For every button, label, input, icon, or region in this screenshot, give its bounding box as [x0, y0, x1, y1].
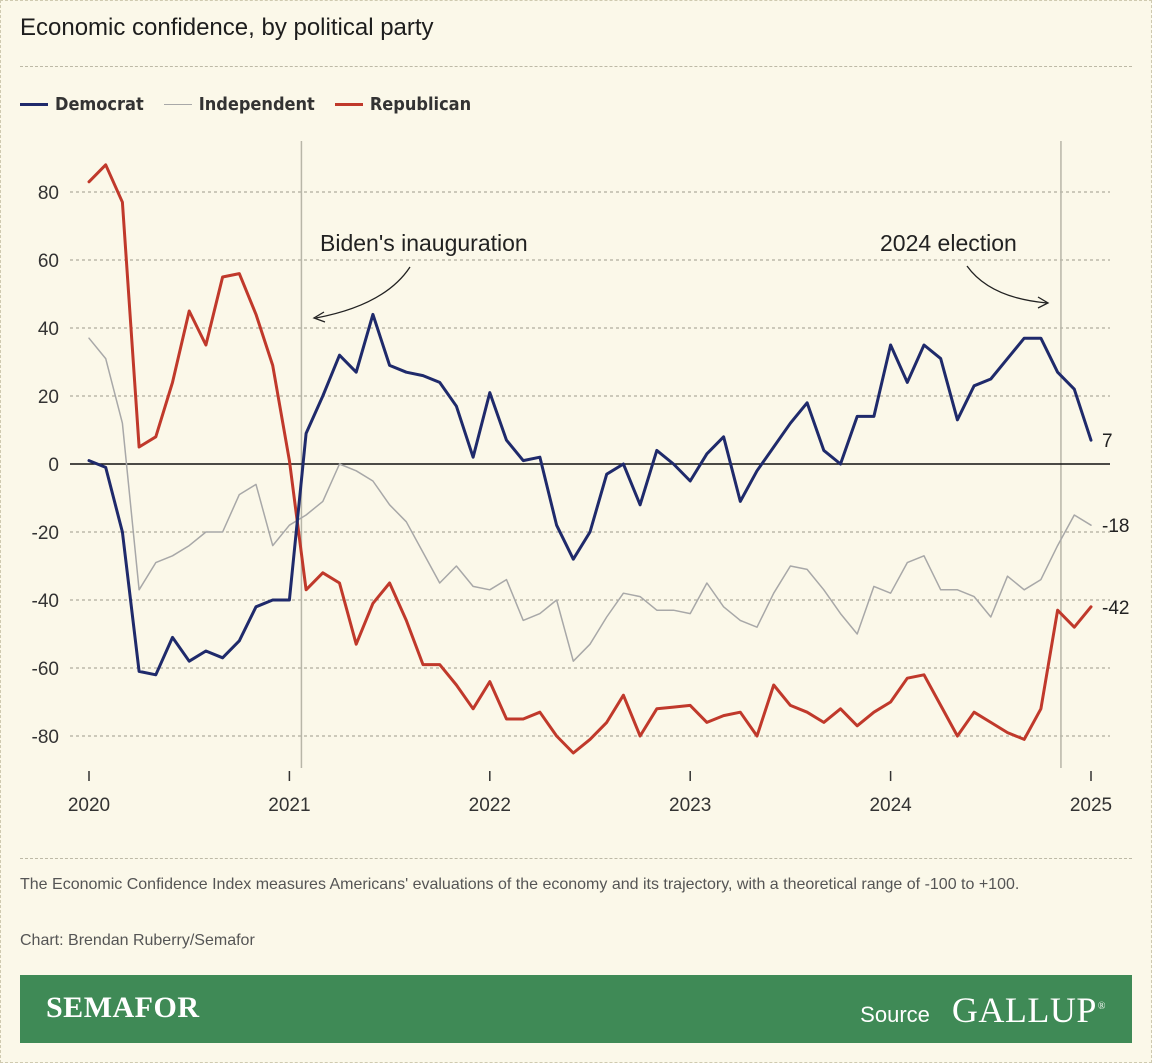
y-tick-label: -40 — [32, 591, 59, 612]
source-attribution: Source GALLUP® — [860, 989, 1106, 1031]
legend: Democrat Independent Republican — [20, 92, 471, 116]
y-tick-label: 80 — [38, 183, 59, 204]
y-tick-label: -80 — [32, 727, 59, 748]
x-tick-label: 2022 — [469, 795, 511, 816]
legend-swatch-republican — [334, 102, 363, 106]
chart-credit: Chart: Brendan Ruberry/Semafor — [20, 932, 255, 949]
legend-item-independent: Independent — [163, 93, 315, 115]
x-tick-label: 2024 — [869, 795, 912, 816]
legend-swatch-democrat — [20, 102, 48, 106]
legend-item-republican: Republican — [334, 93, 472, 115]
legend-label-independent: Independent — [198, 93, 315, 115]
line-chart: 80 60 40 20 0 -20 -40 -60 -80 2020 2021 2022 2023 202… — [32, 141, 1129, 816]
gallup-logo-text: GALLUP — [951, 990, 1097, 1030]
y-tick-label: 0 — [48, 455, 59, 476]
y-tick-label: 40 — [38, 319, 59, 340]
footer-divider — [20, 858, 1132, 859]
y-tick-label: 20 — [38, 387, 59, 408]
annotation-arrow — [966, 265, 1048, 304]
y-tick-label: -60 — [32, 659, 59, 680]
annotation-arrowhead — [1037, 296, 1050, 309]
legend-label-republican: Republican — [369, 93, 472, 115]
annotation-arrow — [315, 266, 411, 319]
x-tick-label: 2025 — [1070, 795, 1112, 816]
y-tick-label: 60 — [38, 251, 59, 272]
series-line-independent — [88, 337, 1092, 662]
series-line-democrat — [87, 312, 1093, 677]
end-label-republican: -42 — [1102, 598, 1129, 619]
series-line-republican — [87, 163, 1093, 755]
legend-swatch-independent — [163, 103, 192, 105]
source-label: Source — [860, 1002, 930, 1027]
gallup-logo[interactable]: GALLUP® — [952, 989, 1106, 1031]
x-tick-label: 2021 — [268, 795, 310, 816]
y-tick-label: -20 — [32, 523, 59, 544]
x-tick-label: 2020 — [68, 795, 110, 816]
chart-title: Economic confidence, by political party — [20, 14, 434, 41]
end-label-democrat: 7 — [1102, 431, 1113, 452]
semafor-logo[interactable]: SEMAFOR — [46, 991, 200, 1024]
chart-note: The Economic Confidence Index measures A… — [20, 876, 1020, 893]
legend-item-democrat: Democrat — [20, 94, 144, 115]
footer-bar: SEMAFOR Source GALLUP® — [20, 975, 1132, 1043]
x-tick-label: 2023 — [669, 795, 711, 816]
annotation-2024-election: 2024 election — [880, 230, 1017, 256]
legend-label-democrat: Democrat — [55, 93, 144, 115]
annotation-arrowhead — [312, 311, 326, 323]
end-label-independent: -18 — [1102, 516, 1129, 537]
annotation-biden-inauguration: Biden's inauguration — [320, 230, 528, 256]
title-divider — [20, 66, 1132, 67]
registered-mark: ® — [1097, 1001, 1106, 1012]
